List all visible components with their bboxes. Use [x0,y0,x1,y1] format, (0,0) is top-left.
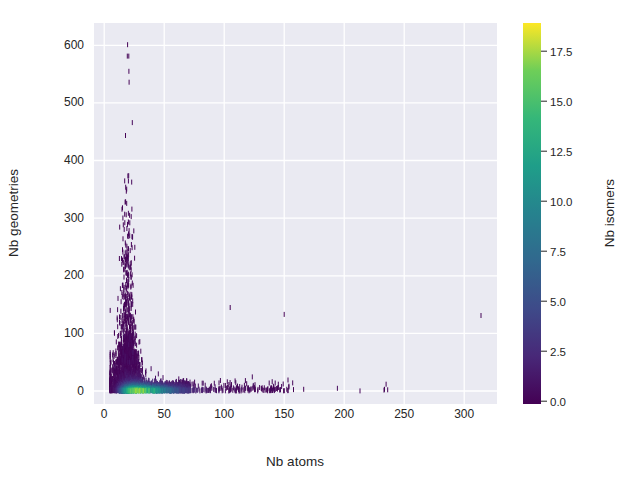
svg-text:50: 50 [158,407,172,421]
svg-text:Nb isomers: Nb isomers [602,179,617,248]
svg-text:300: 300 [454,407,474,421]
svg-text:200: 200 [334,407,354,421]
svg-text:Nb atoms: Nb atoms [266,454,324,469]
svg-text:2.5: 2.5 [550,346,566,358]
svg-text:400: 400 [64,153,84,167]
svg-text:500: 500 [64,95,84,109]
svg-text:100: 100 [64,326,84,340]
svg-text:150: 150 [274,407,294,421]
svg-text:0.0: 0.0 [550,396,566,408]
svg-text:17.5: 17.5 [550,46,572,58]
svg-text:300: 300 [64,211,84,225]
svg-text:600: 600 [64,38,84,52]
svg-text:0: 0 [77,384,84,398]
svg-text:250: 250 [394,407,414,421]
svg-text:7.5: 7.5 [550,246,566,258]
svg-text:Nb geometries: Nb geometries [6,169,21,257]
svg-text:0: 0 [101,407,108,421]
svg-text:12.5: 12.5 [550,146,572,158]
svg-text:10.0: 10.0 [550,196,572,208]
svg-text:100: 100 [214,407,234,421]
svg-text:15.0: 15.0 [550,96,572,108]
svg-text:200: 200 [64,268,84,282]
svg-text:5.0: 5.0 [550,296,566,308]
